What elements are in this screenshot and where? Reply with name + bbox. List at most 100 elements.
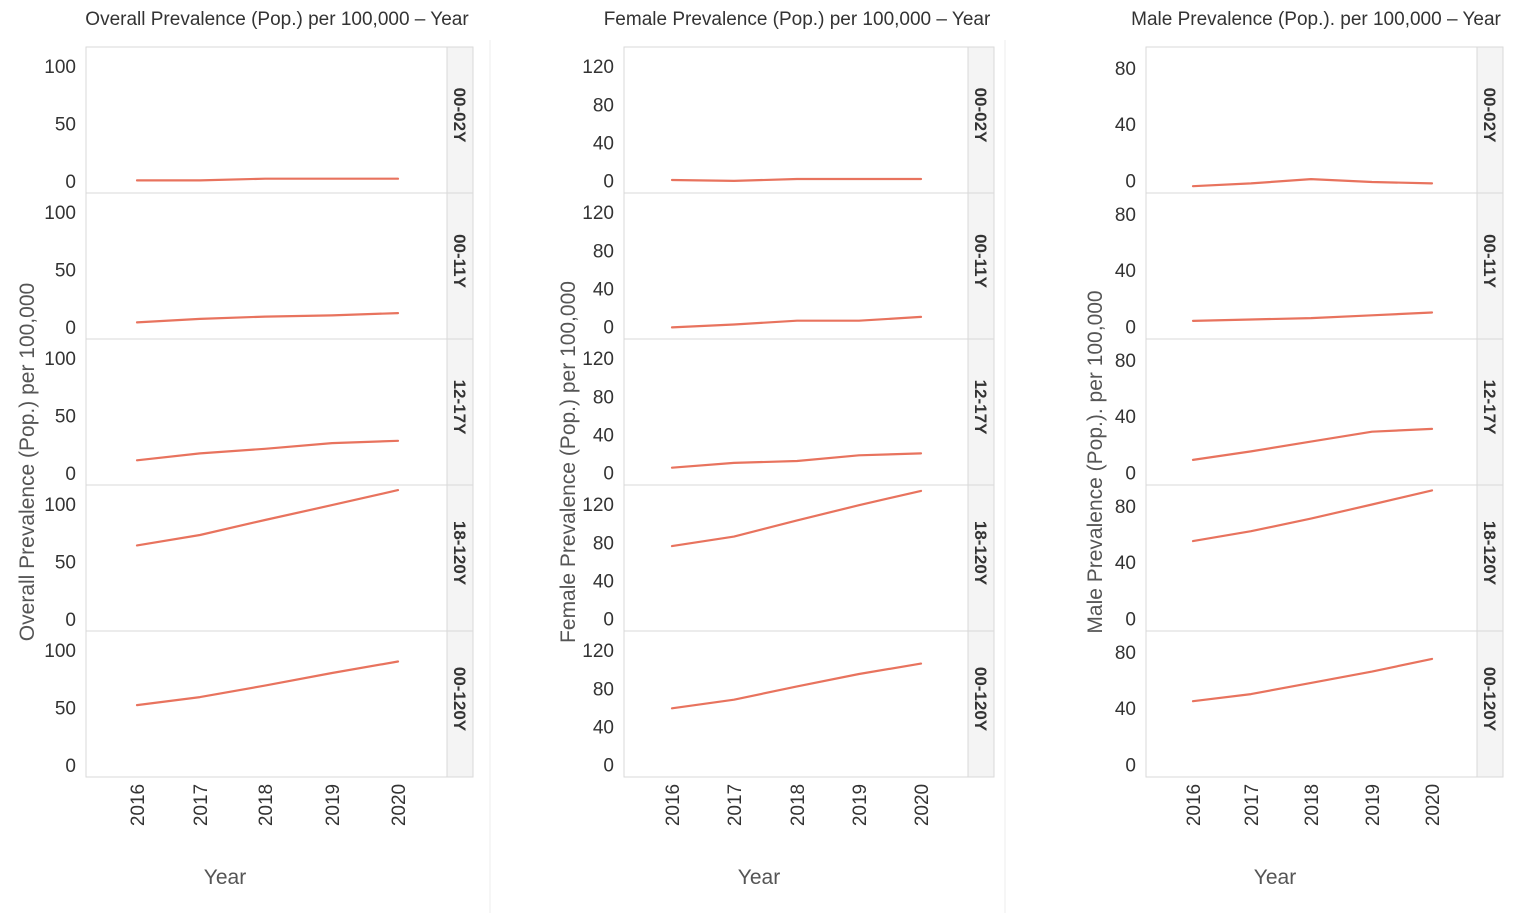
y-tick-label: 0 [65, 172, 76, 193]
y-tick-label: 50 [55, 114, 76, 135]
y-tick-label: 0 [65, 318, 76, 339]
y-tick-label: 120 [582, 57, 614, 78]
x-tick-label: 2016 [128, 784, 149, 826]
facet-panel: 00-02Y 0 40 80 120 [582, 46, 995, 194]
plot-area [1145, 46, 1478, 194]
plot-area [1145, 192, 1478, 340]
facet-panel: 00-11Y 0 50 100 [44, 192, 474, 340]
x-axis-title: Year [204, 866, 246, 889]
y-tick-label: 80 [593, 387, 614, 408]
series-line [135, 312, 400, 324]
y-tick-label: 50 [55, 552, 76, 573]
y-tick-label: 0 [65, 756, 76, 777]
y-tick-label: 50 [55, 698, 76, 719]
chart-title: Female Prevalence (Pop.) per 100,000 – Y… [604, 9, 991, 30]
facet-label: 00-02Y [971, 88, 990, 143]
facet-strip [1476, 630, 1504, 778]
facet-panel: 12-17Y 0 40 80 [1115, 338, 1504, 486]
y-tick-label: 120 [582, 349, 614, 370]
y-tick-label: 0 [603, 317, 614, 338]
facet-label: 18-120Y [1480, 521, 1499, 586]
facet-panel: 18-120Y 0 50 100 [44, 484, 474, 632]
y-tick-label: 40 [1115, 115, 1136, 136]
x-tick-label: 2018 [1302, 784, 1323, 826]
y-axis-title: Male Prevalence (Pop.). per 100,000 [1084, 290, 1107, 633]
y-tick-label: 80 [1115, 497, 1136, 518]
y-tick-label: 0 [65, 464, 76, 485]
x-tick-label: 2019 [323, 784, 344, 826]
facet-strip [446, 338, 474, 486]
plot-area [623, 192, 969, 340]
y-tick-label: 80 [1115, 643, 1136, 664]
series-line [135, 660, 400, 707]
facet-panel: 00-02Y 0 50 100 [44, 46, 474, 194]
series-line [670, 452, 923, 469]
series-line [1191, 311, 1434, 322]
y-tick-label: 40 [593, 717, 614, 738]
facet-panel: 00-120Y 0 40 80 120 [582, 630, 995, 778]
y-tick-label: 80 [1115, 351, 1136, 372]
y-tick-label: 50 [55, 260, 76, 281]
facet-strip [1476, 484, 1504, 632]
chart-title: Male Prevalence (Pop.). per 100,000 – Ye… [1131, 9, 1501, 30]
plot-area [85, 46, 448, 194]
y-tick-label: 0 [603, 755, 614, 776]
y-tick-label: 80 [593, 241, 614, 262]
y-tick-label: 40 [1115, 407, 1136, 428]
y-tick-label: 80 [593, 679, 614, 700]
x-tick-label: 2018 [788, 784, 809, 826]
y-tick-label: 0 [1125, 318, 1136, 339]
facet-label: 12-17Y [450, 380, 469, 435]
y-tick-label: 80 [593, 95, 614, 116]
facet-panel: 00-02Y 0 40 80 [1115, 46, 1504, 194]
y-tick-label: 120 [582, 495, 614, 516]
facet-panel: 18-120Y 0 40 80 [1115, 484, 1504, 632]
y-tick-label: 40 [1115, 261, 1136, 282]
facet-strip [967, 192, 995, 340]
y-axis-title: Female Prevalence (Pop.) per 100,000 [557, 281, 580, 643]
series-line [1191, 657, 1434, 703]
plot-area [623, 46, 969, 194]
facet-label: 00-02Y [450, 88, 469, 143]
x-tick-label: 2017 [725, 784, 746, 826]
plot-area [623, 484, 969, 632]
y-tick-label: 0 [1125, 464, 1136, 485]
plot-area [623, 338, 969, 486]
x-tick-label: 2017 [191, 784, 212, 826]
x-tick-label: 2019 [1363, 784, 1384, 826]
series-line [670, 177, 923, 182]
y-tick-label: 120 [582, 203, 614, 224]
plot-area [85, 338, 448, 486]
series-line [1191, 427, 1434, 461]
y-tick-label: 40 [593, 425, 614, 446]
y-tick-label: 100 [44, 641, 76, 662]
y-tick-label: 80 [593, 533, 614, 554]
facet-panel: 12-17Y 0 40 80 120 [582, 338, 995, 486]
chart-2: Female Prevalence (Pop.) per 100,000 – Y… [557, 9, 1006, 913]
y-tick-label: 40 [593, 571, 614, 592]
series-line [670, 662, 923, 710]
x-axis-title: Year [1254, 866, 1296, 889]
plot-area [1145, 484, 1478, 632]
facet-label: 00-11Y [971, 234, 990, 289]
plot-area [1145, 630, 1478, 778]
facet-strip [1476, 192, 1504, 340]
facet-label: 00-02Y [1480, 88, 1499, 143]
y-tick-label: 40 [593, 279, 614, 300]
y-axis-title: Overall Prevalence (Pop.) per 100,000 [16, 283, 39, 641]
y-tick-label: 0 [603, 609, 614, 630]
y-tick-label: 0 [1125, 172, 1136, 193]
facet-label: 12-17Y [1480, 380, 1499, 435]
y-tick-label: 100 [44, 203, 76, 224]
facet-label: 18-120Y [971, 521, 990, 586]
facet-panel: 00-11Y 0 40 80 [1115, 192, 1504, 340]
facet-label: 00-11Y [1480, 234, 1499, 289]
y-tick-label: 100 [44, 349, 76, 370]
facet-label: 00-11Y [450, 234, 469, 289]
facet-label: 12-17Y [971, 380, 990, 435]
x-tick-label: 2016 [1184, 784, 1205, 826]
facet-panel: 00-120Y 0 50 100 [44, 630, 474, 778]
facet-label: 00-120Y [450, 667, 469, 732]
facet-strip [967, 46, 995, 194]
